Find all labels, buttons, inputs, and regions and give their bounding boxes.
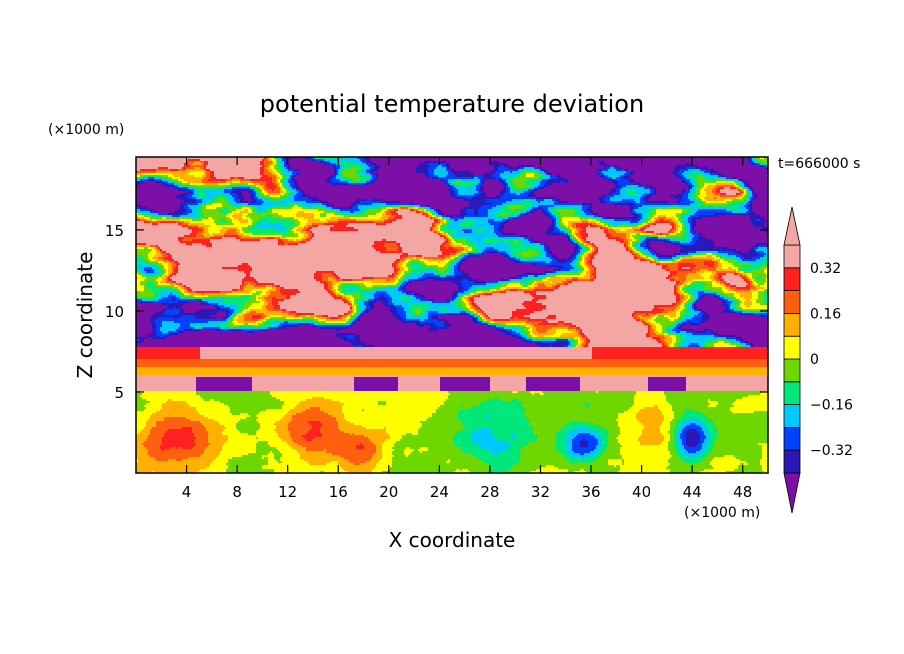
colorbar-segment [783,312,801,337]
y-axis-label: Z coordinate [73,252,97,379]
x-tick-label: 16 [329,483,348,501]
x-unit-label: (×1000 m) [684,505,760,521]
x-tick-label: 44 [683,483,702,501]
x-tick-label: 24 [430,483,449,501]
plot-frame [135,156,769,474]
x-tick-label: 40 [632,483,651,501]
colorbar-segment [783,244,801,269]
x-tick-label: 36 [581,483,600,501]
x-tick-label: 4 [182,483,192,501]
x-tick-label: 20 [379,483,398,501]
x-tick-label: 48 [733,483,752,501]
colorbar-extend-bottom [783,472,801,514]
colorbar-tick-label: −0.16 [810,398,853,414]
colorbar-segment [783,449,801,474]
chart-title: potential temperature deviation [260,90,644,118]
colorbar-segment [783,381,801,405]
field-raster [136,157,768,473]
colorbar-tick-label: 0 [810,352,819,368]
x-axis: 4 8 12 16 20 24 28 32 36 40 44 48 [182,157,752,501]
x-axis-label: X coordinate [389,528,516,552]
y-unit-label: (×1000 m) [48,122,124,138]
colorbar-tick-label: −0.32 [810,443,853,459]
colorbar-segment [783,358,801,383]
colorbar: 0.32 0.16 0 −0.16 −0.32 [783,206,853,514]
x-tick-label: 12 [278,483,297,501]
colorbar-segment [783,404,801,428]
colorbar-segment [783,267,801,291]
colorbar-segment [783,335,801,360]
contour-field [136,157,768,473]
colorbar-tick-label: 0.32 [810,261,841,277]
y-axis: 5 10 15 [105,222,768,402]
colorbar-tick-label: 0.16 [810,306,841,322]
colorbar-segment [783,426,801,451]
x-tick-label: 28 [480,483,499,501]
x-tick-label: 8 [232,483,242,501]
y-tick-label: 10 [105,303,124,321]
colorbar-segment [783,290,801,314]
y-tick-label: 15 [105,222,124,240]
x-tick-label: 32 [531,483,550,501]
colorbar-extend-top [783,206,801,246]
time-label: t=666000 s [778,156,860,172]
y-tick-label: 5 [114,384,124,402]
